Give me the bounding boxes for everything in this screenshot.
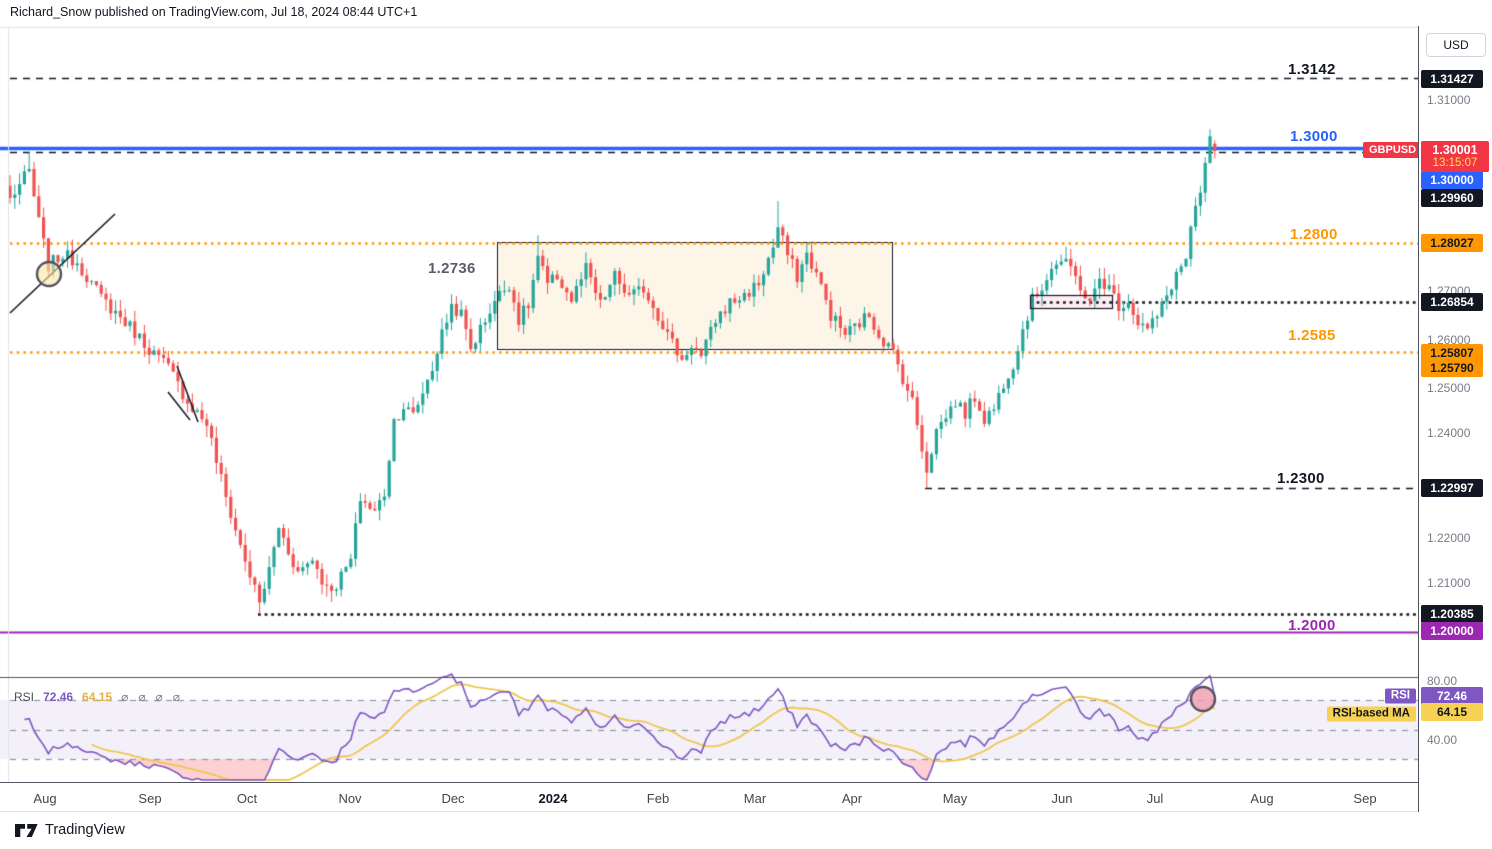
price-axis-badge: 1.25790 bbox=[1421, 359, 1483, 377]
hidden-value-icon: ⌀ bbox=[121, 690, 129, 704]
price-axis-badge: 1.25807 bbox=[1421, 344, 1483, 362]
price-tick-label: 40.00 bbox=[1427, 733, 1458, 747]
price-axis-badge: 1.31427 bbox=[1421, 70, 1483, 88]
last-price-badge: 1.30001 13:15:07 bbox=[1421, 141, 1489, 172]
price-tick-label: 1.25000 bbox=[1427, 381, 1471, 395]
price-axis-badge: 64.15 bbox=[1421, 703, 1483, 721]
price-axis-badge: 1.28027 bbox=[1421, 234, 1483, 252]
hidden-value-icons: ⌀ ⌀ ⌀ ⌀ bbox=[121, 690, 180, 704]
price-level-label: 1.2300 bbox=[1277, 470, 1325, 487]
rsi-badge-label: RSI bbox=[1384, 688, 1416, 704]
month-label: 2024 bbox=[538, 791, 568, 806]
month-label: Feb bbox=[646, 791, 670, 806]
tradingview-logo-icon bbox=[15, 823, 38, 837]
time-axis[interactable]: Aug Sep Oct Nov Dec 2024 Feb Mar Apr May Jun Jul Aug… bbox=[0, 782, 1418, 812]
month-label: Sep bbox=[1353, 791, 1377, 806]
price-level-label: 1.2800 bbox=[1290, 226, 1338, 243]
hidden-value-icon: ⌀ bbox=[138, 690, 146, 704]
month-label: Aug bbox=[33, 791, 57, 806]
price-axis-badge: 1.22997 bbox=[1421, 479, 1483, 497]
price-tick-label: 1.31000 bbox=[1427, 93, 1471, 107]
month-label: Aug bbox=[1250, 791, 1274, 806]
price-tick-label: 1.22000 bbox=[1427, 531, 1471, 545]
bar-countdown: 13:15:07 bbox=[1432, 157, 1478, 169]
month-label: Apr bbox=[841, 791, 863, 806]
price-tick-label: 1.24000 bbox=[1427, 426, 1471, 440]
price-tick-label: 1.26000 bbox=[1427, 333, 1471, 347]
price-level-label: 1.3000 bbox=[1290, 128, 1338, 145]
rsi-legend: RSI 72.46 64.15 ⌀ ⌀ ⌀ ⌀ bbox=[14, 690, 180, 704]
month-label: Dec bbox=[441, 791, 465, 806]
currency-button[interactable]: USD bbox=[1426, 33, 1486, 57]
tradingview-logo-text: TradingView bbox=[45, 822, 125, 838]
price-level-label: 1.2736 bbox=[428, 260, 476, 277]
month-label: Jun bbox=[1051, 791, 1073, 806]
price-axis-badge: 1.20000 bbox=[1421, 622, 1483, 640]
month-label: Mar bbox=[743, 791, 767, 806]
rsi-legend-title: RSI bbox=[14, 690, 35, 704]
month-label: May bbox=[942, 791, 968, 806]
price-tick-label: 1.21000 bbox=[1427, 576, 1471, 590]
price-level-label: 1.3142 bbox=[1288, 61, 1336, 78]
symbol-badge: GBPUSD bbox=[1363, 142, 1423, 158]
last-price-value: 1.30001 bbox=[1432, 143, 1478, 157]
price-axis-badge: 1.26854 bbox=[1421, 293, 1483, 311]
rsi-ma-value: 64.15 bbox=[82, 690, 113, 704]
hidden-value-icon: ⌀ bbox=[172, 690, 181, 704]
price-tick-label: 80.00 bbox=[1427, 674, 1458, 688]
price-axis-badge: 1.29960 bbox=[1421, 189, 1483, 207]
month-label: Nov bbox=[338, 791, 362, 806]
month-label: Jul bbox=[1146, 791, 1164, 806]
tradingview-logo[interactable]: TradingView bbox=[14, 822, 125, 838]
price-axis-badge: 72.46 bbox=[1421, 687, 1483, 705]
price-axis-badge: 1.20385 bbox=[1421, 605, 1483, 623]
rsi-ma-badge-label: RSI-based MA bbox=[1326, 706, 1416, 722]
hidden-value-icon: ⌀ bbox=[155, 690, 163, 704]
month-label: Sep bbox=[138, 791, 162, 806]
month-label: Oct bbox=[236, 791, 258, 806]
price-level-label: 1.2000 bbox=[1288, 617, 1336, 634]
price-axis-badge: 1.30000 bbox=[1421, 171, 1483, 189]
price-axis[interactable]: USD 1.31000 1.27000 1.26000 1.25000 1.24000 1… bbox=[1418, 26, 1492, 812]
rsi-value: 72.46 bbox=[43, 690, 74, 704]
price-level-label: 1.2585 bbox=[1288, 327, 1336, 344]
